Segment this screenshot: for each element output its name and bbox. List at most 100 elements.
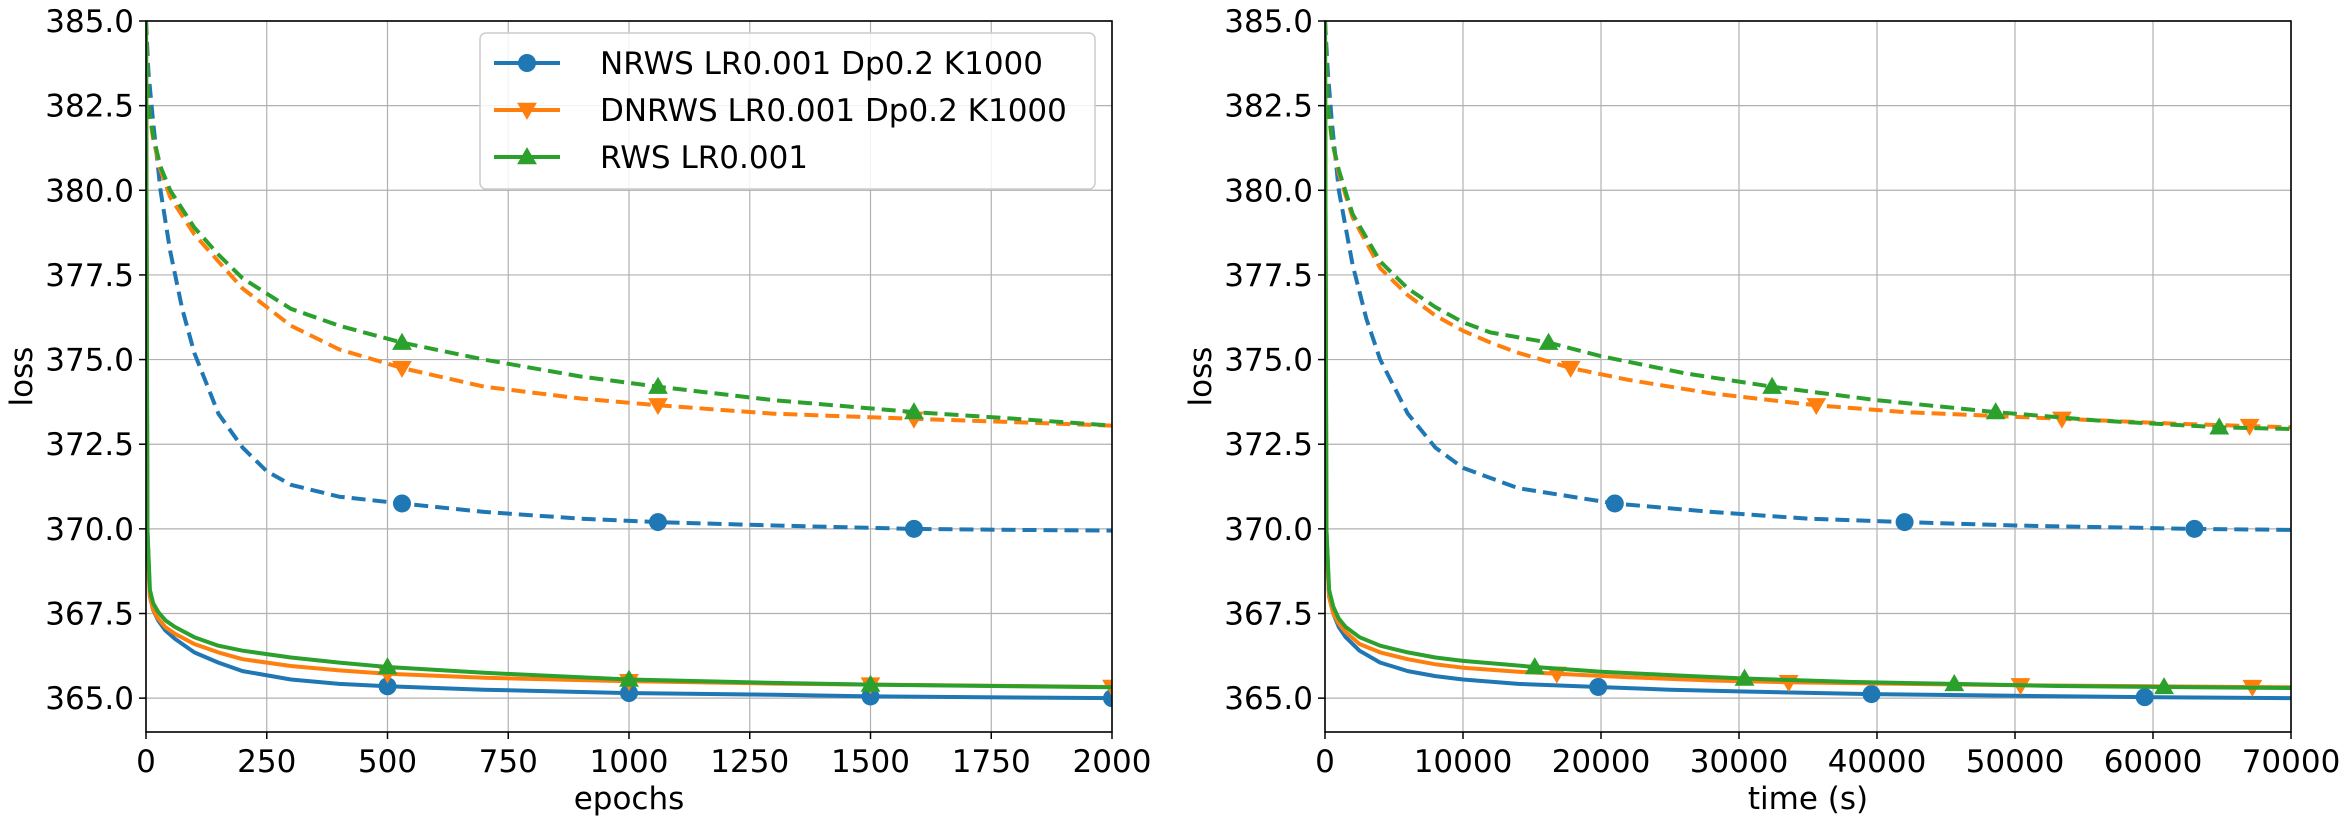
y-axis-label: loss <box>1183 347 1219 407</box>
y-tick-label: 377.5 <box>45 258 134 294</box>
data-point-marker <box>1762 376 1783 394</box>
x-tick-label: 20000 <box>1552 744 1651 780</box>
y-tick-label: 375.0 <box>1224 343 1313 379</box>
series-rws-dashed <box>1325 21 2291 435</box>
plot-frame <box>1324 20 2292 733</box>
x-tick-label: 60000 <box>2104 744 2203 780</box>
legend-box <box>479 32 1096 190</box>
data-point-marker <box>1605 494 1624 513</box>
data-point-marker <box>1895 513 1914 532</box>
y-tick-label: 372.5 <box>45 427 134 463</box>
legend-marker <box>517 102 537 120</box>
y-tick-label: 375.0 <box>45 343 134 379</box>
data-point-marker <box>2154 677 2174 695</box>
x-tick-label: 50000 <box>1966 744 2065 780</box>
series-line <box>1325 21 2291 690</box>
x-axis-label: epochs <box>574 781 685 816</box>
data-point-marker <box>1560 360 1581 378</box>
x-tick-label: 2000 <box>1073 744 1152 780</box>
y-tick-label: 382.5 <box>1224 89 1313 125</box>
data-point-marker <box>1862 685 1881 704</box>
data-point-marker <box>904 402 924 420</box>
chart-panel-time: 0 10000 20000 30000 40000 50000 60000 70000 365… <box>1183 4 2340 816</box>
legend-entry-nrws: NRWS LR0.001 Dp0.2 K1000 <box>494 46 1043 82</box>
x-tick-label: 500 <box>358 744 417 780</box>
series-line <box>146 21 1112 428</box>
legend-marker <box>518 54 536 72</box>
data-point-marker <box>392 494 411 513</box>
y-tick-label: 365.0 <box>45 681 134 717</box>
y-tick-label: 380.0 <box>1224 173 1313 209</box>
data-point-marker <box>1944 674 1965 692</box>
y-tick-label: 380.0 <box>45 173 134 209</box>
data-point-marker <box>1985 402 2006 420</box>
x-tick-labels: 0 10000 20000 30000 40000 50000 60000 70000 <box>1315 732 2340 780</box>
chart-panel-epochs: 0 250 500 750 1000 1250 1500 1750 2000 365.0 367.… <box>4 4 1151 816</box>
legend: NRWS LR0.001 Dp0.2 K1000 DNRWS LR0.001 D… <box>479 32 1096 190</box>
series-rws-solid <box>1325 21 2291 695</box>
x-tick-label: 0 <box>1315 744 1335 780</box>
legend-marker <box>517 147 537 165</box>
data-point-marker <box>904 519 923 538</box>
legend-label: DNRWS LR0.001 Dp0.2 K1000 <box>600 93 1067 129</box>
y-tick-labels: 365.0 367.5 370.0 372.5 375.0 377.5 380.0 382.5… <box>1224 4 1325 717</box>
y-tick-labels: 365.0 367.5 370.0 372.5 375.0 377.5 380.0 382.5… <box>45 4 146 717</box>
legend-label: NRWS LR0.001 Dp0.2 K1000 <box>600 46 1043 82</box>
series-rws-dashed <box>146 21 1112 428</box>
y-tick-label: 367.5 <box>1224 597 1313 633</box>
y-tick-label: 385.0 <box>45 4 134 40</box>
x-tick-label: 40000 <box>1828 744 1927 780</box>
data-point-marker <box>648 398 668 416</box>
x-tick-label: 750 <box>479 744 538 780</box>
legend-marker-triangle-down <box>517 102 537 120</box>
y-tick-label: 385.0 <box>1224 4 1313 40</box>
series-line <box>146 21 1112 533</box>
y-tick-label: 370.0 <box>1224 512 1313 548</box>
data-point-marker <box>648 376 668 394</box>
x-tick-labels: 0 250 500 750 1000 1250 1500 1750 2000 <box>136 732 1151 780</box>
data-point-marker <box>2209 417 2230 435</box>
data-point-marker <box>1538 332 1559 350</box>
x-tick-label: 70000 <box>2242 744 2341 780</box>
series-group <box>146 21 1112 708</box>
x-tick-label: 250 <box>237 744 296 780</box>
data-point-marker <box>1806 398 1827 416</box>
x-tick-label: 10000 <box>1414 744 1513 780</box>
data-point-marker <box>1589 677 1608 696</box>
x-tick-label: 1500 <box>831 744 910 780</box>
legend-marker-triangle-up <box>517 147 537 165</box>
data-point-marker <box>1103 689 1112 708</box>
data-point-marker <box>861 687 880 706</box>
y-tick-label: 382.5 <box>45 89 134 125</box>
y-tick-label: 370.0 <box>45 512 134 548</box>
series-line <box>1325 21 2291 532</box>
y-tick-label: 372.5 <box>1224 427 1313 463</box>
data-point-marker <box>860 674 881 692</box>
data-point-marker <box>648 513 667 532</box>
y-tick-label: 367.5 <box>45 597 134 633</box>
data-point-marker <box>2239 418 2260 436</box>
legend-entry-rws: RWS LR0.001 <box>494 140 808 176</box>
x-tick-label: 1750 <box>952 744 1031 780</box>
data-point-marker <box>620 684 638 703</box>
data-point-marker <box>392 360 412 378</box>
legend-entry-dnrws: DNRWS LR0.001 Dp0.2 K1000 <box>494 93 1067 129</box>
data-point-marker <box>2135 688 2154 707</box>
series-line <box>146 21 1112 428</box>
y-tick-label: 377.5 <box>1224 258 1313 294</box>
series-nrws-dashed <box>146 21 1112 538</box>
x-tick-label: 30000 <box>1690 744 1789 780</box>
series-line <box>146 21 1112 690</box>
data-point-marker <box>378 677 397 696</box>
x-axis-label: time (s) <box>1748 781 1868 816</box>
y-tick-label: 365.0 <box>1224 681 1313 717</box>
legend-marker-circle <box>518 54 536 72</box>
x-tick-label: 1000 <box>590 744 669 780</box>
data-point-marker <box>1734 668 1755 686</box>
series-group <box>1325 21 2291 707</box>
x-tick-label: 1250 <box>710 744 789 780</box>
data-point-marker <box>619 669 639 687</box>
data-point-marker <box>1524 657 1545 675</box>
x-tick-label: 0 <box>136 744 156 780</box>
